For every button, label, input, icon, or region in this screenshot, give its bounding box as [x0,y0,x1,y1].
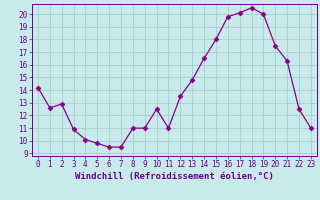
X-axis label: Windchill (Refroidissement éolien,°C): Windchill (Refroidissement éolien,°C) [75,172,274,181]
